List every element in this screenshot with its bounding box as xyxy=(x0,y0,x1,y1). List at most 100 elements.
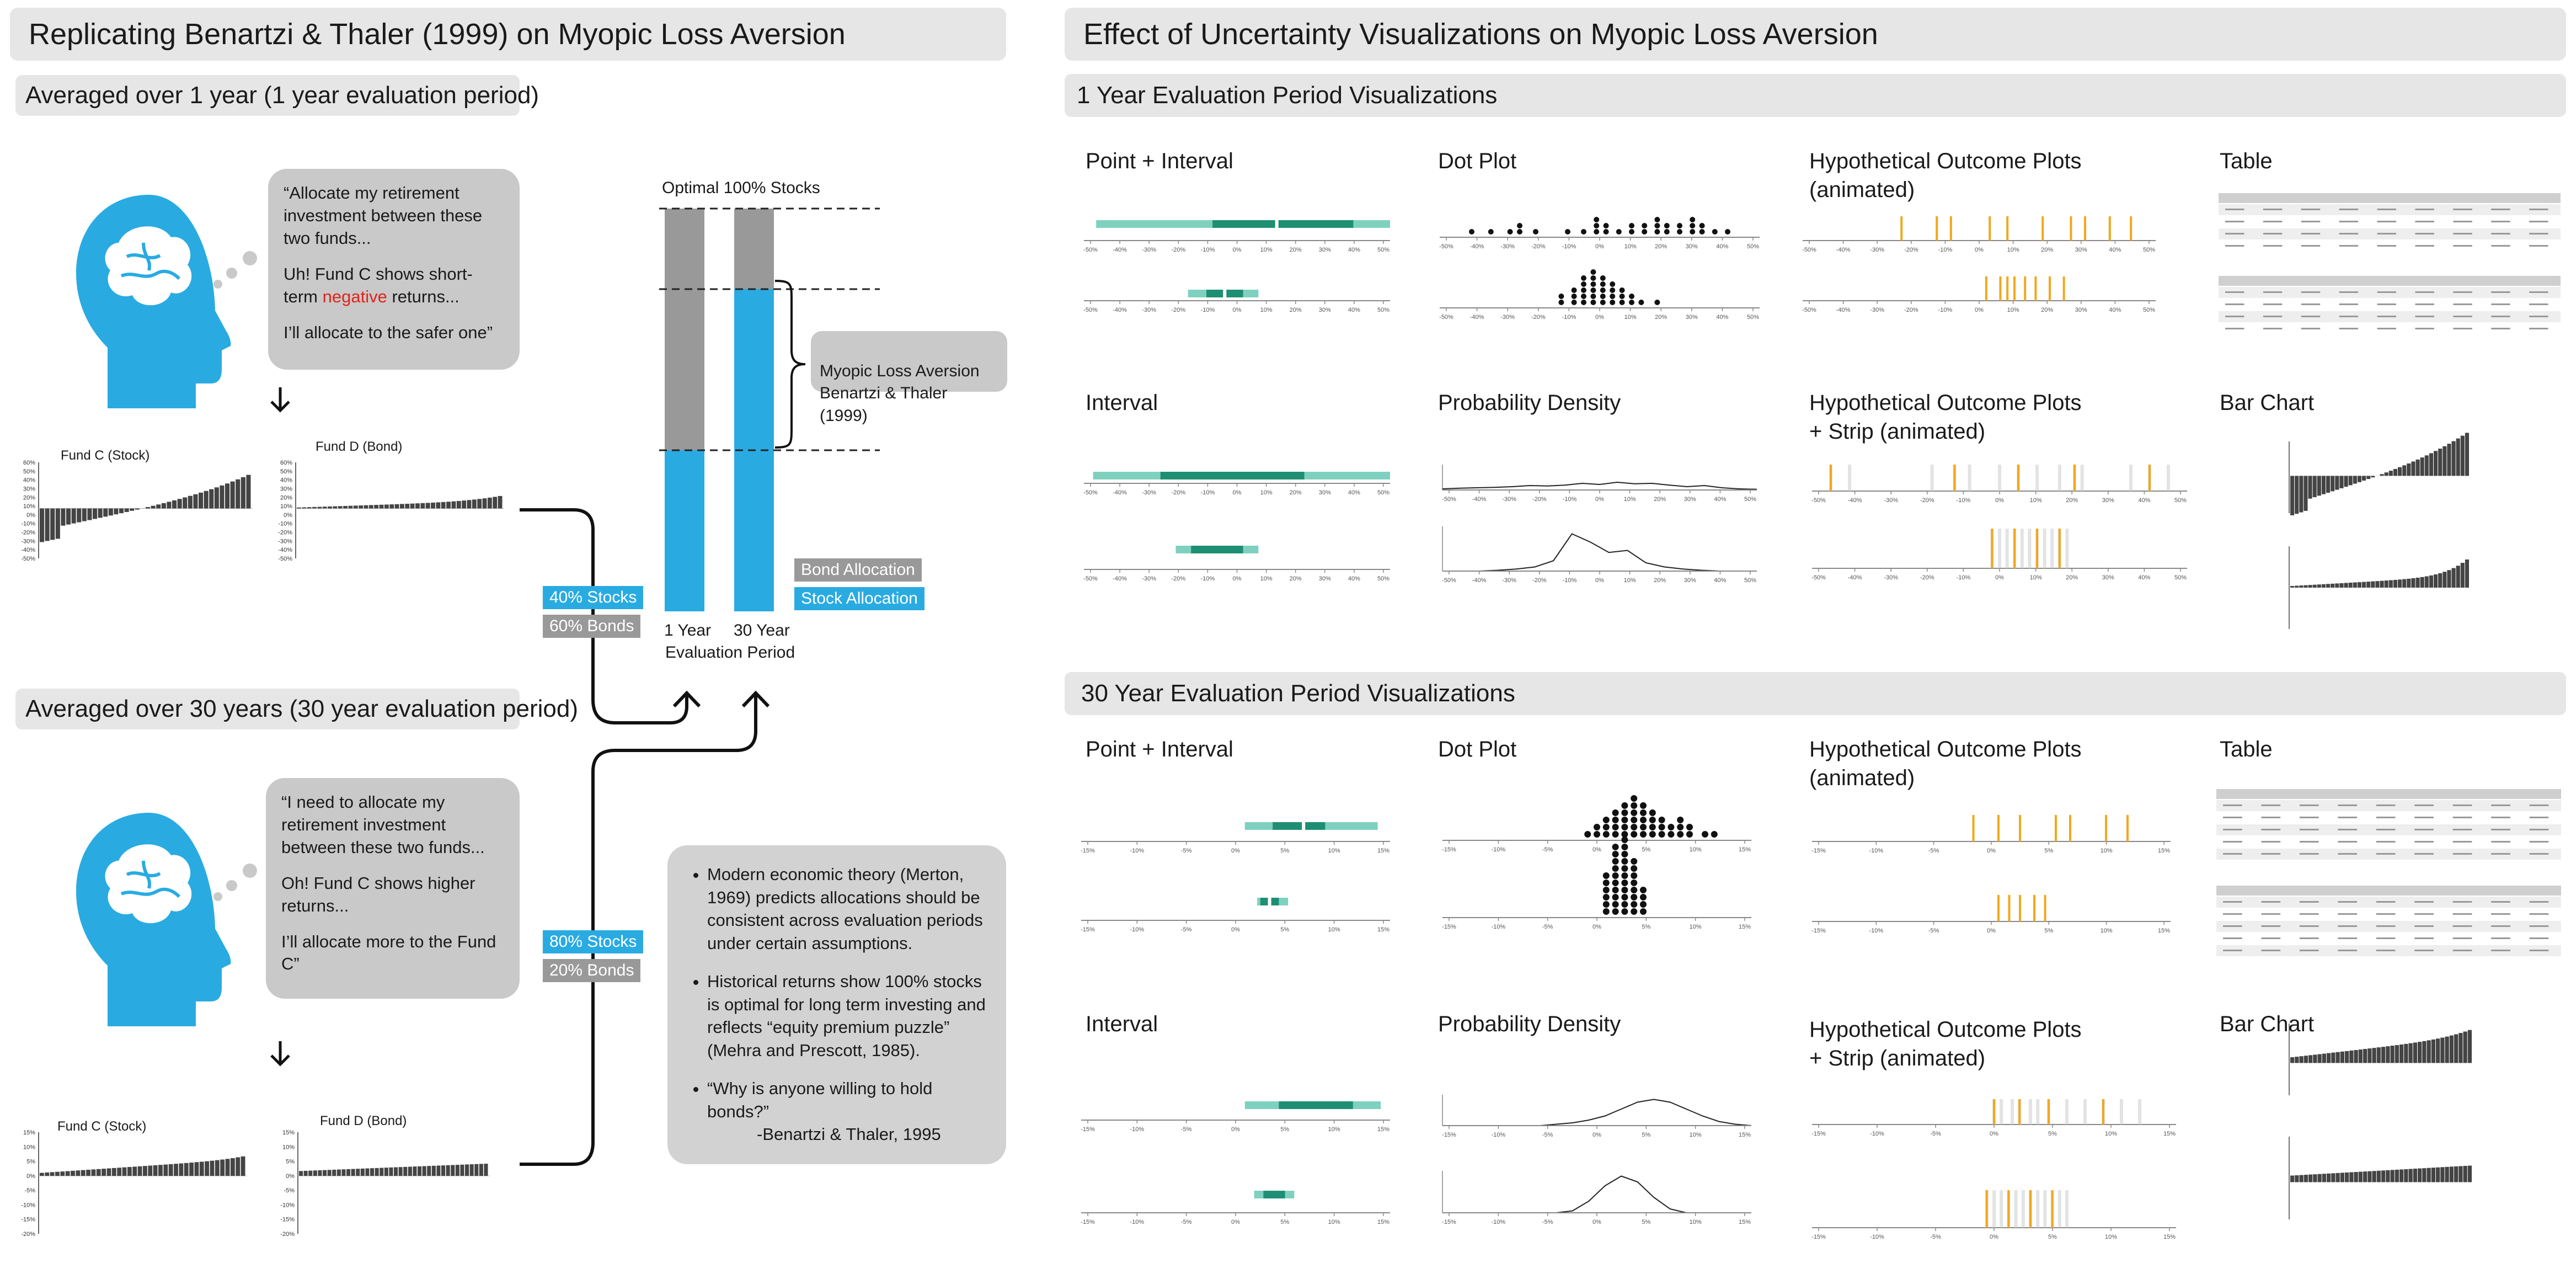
section-header-30-year-text: Averaged over 30 years (30 year evaluati… xyxy=(25,695,579,722)
quote-line: I’ll allocate more to the Fund C” xyxy=(281,931,496,974)
fund-bar xyxy=(403,1166,408,1176)
panel-title-density-1y: Probability Density xyxy=(1438,391,1621,415)
table-cell xyxy=(2261,925,2281,927)
dot xyxy=(1600,300,1606,305)
density-curve xyxy=(1442,1175,1751,1213)
dot xyxy=(1581,229,1586,235)
panel-title-density-30y: Probability Density xyxy=(1438,1012,1621,1036)
axis-tick-label: 0% xyxy=(1595,243,1604,250)
table-cell xyxy=(2452,901,2472,903)
allocation-bar-chart xyxy=(659,207,880,611)
fund-bar xyxy=(364,505,368,509)
dot xyxy=(1612,858,1619,865)
bar xyxy=(2460,435,2465,476)
fund-bar xyxy=(425,503,430,509)
table-cell xyxy=(2261,804,2281,806)
axis-tick-label: 5% xyxy=(1642,1219,1650,1225)
axis-tick-label: -15% xyxy=(280,1217,295,1223)
strip-mark xyxy=(1968,465,1971,491)
bar xyxy=(2381,1047,2386,1063)
strip-mark xyxy=(2043,1190,2047,1228)
outcome-line xyxy=(2034,276,2037,301)
outcome-line xyxy=(2013,276,2016,301)
strip-mark xyxy=(2057,465,2061,491)
bar xyxy=(2327,1053,2331,1063)
axis-tick-label: 50% xyxy=(2143,247,2155,253)
bar xyxy=(2454,1034,2459,1063)
fund-bar xyxy=(77,508,82,523)
table-cell xyxy=(2338,804,2358,806)
outcome-line xyxy=(1953,465,1956,491)
table-cell xyxy=(2414,853,2434,855)
axis-tick-label: 40% xyxy=(1348,247,1360,253)
axis-tick-label: -15% xyxy=(1811,1234,1826,1240)
fund-bar xyxy=(451,501,456,509)
bar xyxy=(2463,1165,2467,1182)
bar xyxy=(2372,1171,2376,1182)
fund-bar xyxy=(474,1164,479,1176)
bar xyxy=(2451,568,2456,588)
axis-tick-label: 15% xyxy=(2163,1131,2176,1137)
dot xyxy=(1629,229,1634,235)
fund-bar xyxy=(418,1166,422,1176)
strip-mark xyxy=(2065,529,2069,568)
axis-tick-label: -50% xyxy=(1083,575,1098,582)
table-cell xyxy=(2223,817,2242,818)
axis-tick-label: -10% xyxy=(1130,1126,1144,1133)
table-cell xyxy=(2299,937,2319,939)
table-cell xyxy=(2339,209,2359,210)
bar xyxy=(2363,1171,2367,1182)
axis-tick-label: 50% xyxy=(2174,574,2187,581)
table-cell xyxy=(2452,804,2472,806)
dot xyxy=(1612,872,1619,879)
axis-tick-label: 0% xyxy=(1595,577,1604,584)
dot xyxy=(1658,817,1665,823)
axis-tick-label: -10% xyxy=(1130,926,1144,933)
axis-tick-label: -30% xyxy=(1884,574,1898,581)
bar xyxy=(2308,476,2312,499)
dot xyxy=(1600,294,1606,299)
fund-bar xyxy=(101,1169,106,1176)
dot xyxy=(1517,223,1522,228)
table-cell xyxy=(2339,316,2359,317)
outcome-line xyxy=(2044,895,2046,921)
fund-bar xyxy=(106,1168,111,1176)
note-item: Modern economic theory (Merton, 1969) pr… xyxy=(707,863,987,955)
axis-tick-label: -30% xyxy=(1142,489,1156,496)
axis-tick-label: -40% xyxy=(1113,489,1127,496)
fund-bar xyxy=(50,1172,55,1176)
outcome-line xyxy=(2084,216,2086,241)
axis-tick-label: 0% xyxy=(1990,1131,1998,1137)
bonds-chip-1y: 60% Bonds xyxy=(543,615,641,638)
axis-tick-label: 15% xyxy=(1377,1126,1389,1133)
fund-bar xyxy=(356,1169,360,1176)
table-cell xyxy=(2415,303,2434,305)
dot xyxy=(1638,300,1644,305)
bar-label-30-year: 30 Year xyxy=(734,621,790,640)
outcome-line xyxy=(2041,216,2044,241)
strip-mark xyxy=(2000,1190,2003,1228)
fund-bar xyxy=(161,503,166,509)
table-cell xyxy=(2376,913,2396,915)
dot xyxy=(1631,858,1638,865)
axis-tick-label: 0% xyxy=(1592,924,1601,930)
fund-bar xyxy=(384,1168,388,1176)
axis-tick-label: -15% xyxy=(1811,928,1826,934)
axis-tick-label: -10% xyxy=(1491,1132,1505,1138)
fund-bar xyxy=(158,1165,163,1176)
table-cell xyxy=(2415,291,2434,293)
outcome-line xyxy=(2069,815,2071,841)
outcome-line xyxy=(2017,465,2019,491)
dot xyxy=(1602,824,1610,830)
axis-tick-label: 15% xyxy=(2158,928,2170,934)
dot xyxy=(1621,809,1628,816)
table-cell xyxy=(2376,950,2396,951)
axis-tick-label: 50% xyxy=(1747,243,1759,250)
dot xyxy=(1642,223,1648,228)
dot xyxy=(1640,817,1647,823)
bar xyxy=(2408,1043,2413,1063)
bar xyxy=(2449,1035,2454,1063)
bar xyxy=(2357,476,2361,482)
table-cell xyxy=(2452,925,2472,927)
dot xyxy=(1603,223,1609,228)
